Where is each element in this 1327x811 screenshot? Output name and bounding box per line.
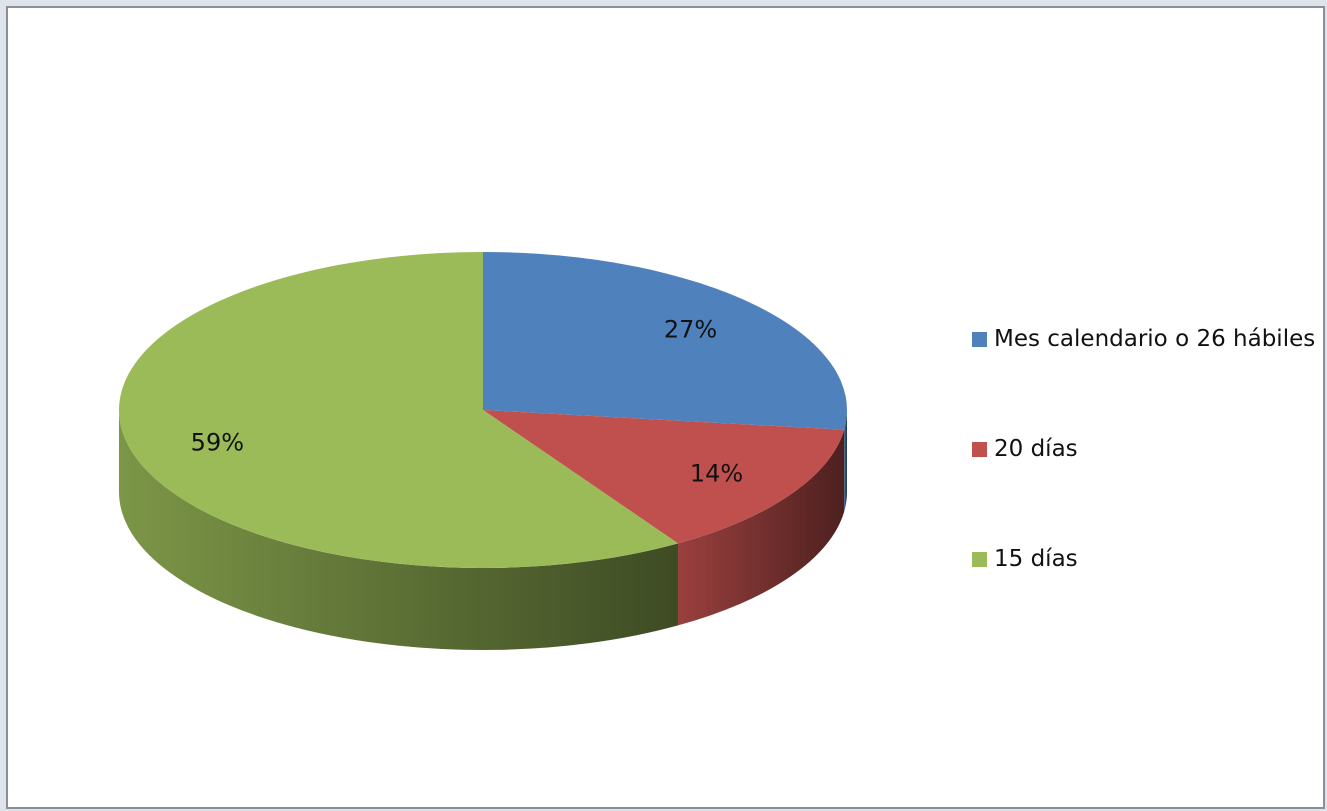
legend-item: 15 días: [972, 542, 1317, 576]
legend-label: 20 días: [994, 436, 1078, 462]
legend-label: Mes calendario o 26 hábiles: [994, 326, 1316, 352]
pie-slice: [483, 252, 847, 430]
chart: 27% 14% 59%: [118, 252, 847, 651]
pie-side: [678, 429, 845, 626]
data-label: 27%: [664, 316, 717, 344]
data-label: 59%: [191, 429, 244, 457]
data-label: 14%: [690, 459, 743, 487]
legend-item: 20 días: [972, 432, 1317, 466]
legend-swatch: [972, 552, 987, 567]
chart-frame: 27% 14% 59% Mes calendario o 26 hábiles 20 …: [6, 6, 1325, 809]
legend-item: Mes calendario o 26 hábiles: [972, 322, 1317, 356]
pie-slice: [118, 252, 679, 568]
legend-label: 15 días: [994, 546, 1078, 572]
legend-swatch: [972, 442, 987, 457]
pie-slice: [483, 410, 845, 544]
legend-swatch: [972, 332, 987, 347]
pie-side: [844, 410, 847, 512]
pie-side: [118, 410, 679, 651]
